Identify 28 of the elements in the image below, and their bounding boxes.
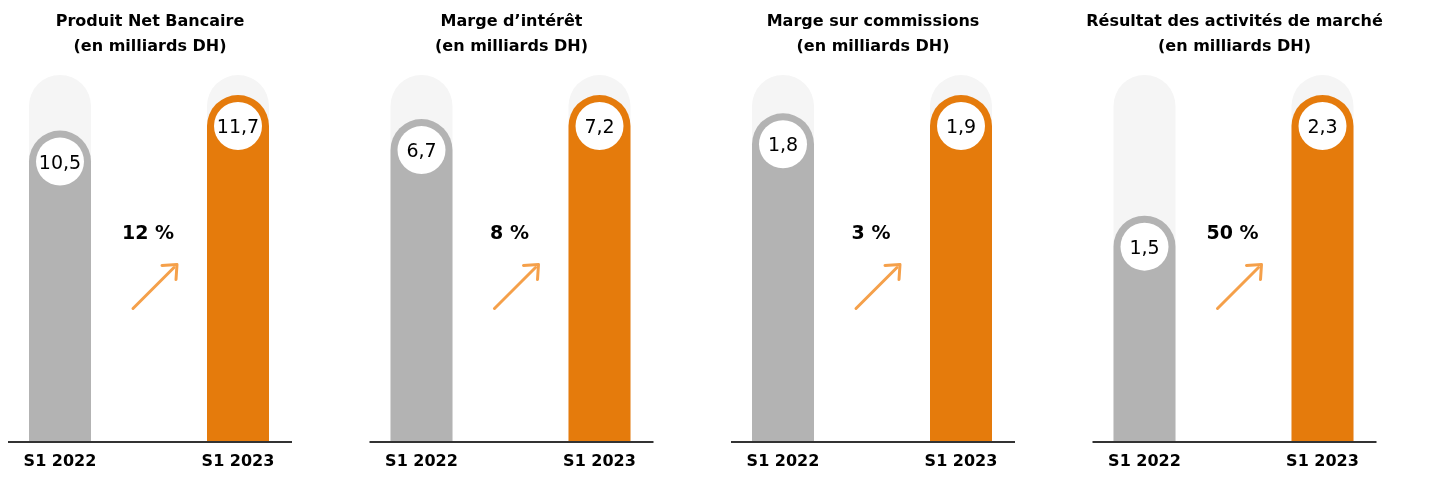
- chart-subtitle: (en milliards DH): [1158, 36, 1311, 55]
- x-tick-label: S1 2023: [201, 451, 275, 470]
- x-tick-label: S1 2023: [1286, 451, 1359, 470]
- data-label: 1,5: [1129, 235, 1160, 258]
- data-label: 10,5: [38, 150, 82, 173]
- x-tick-label: S1 2022: [23, 451, 97, 470]
- x-tick-label: S1 2022: [746, 451, 820, 470]
- chart-title: Produit Net Bancaire: [55, 11, 245, 30]
- chart-subtitle: (en milliards DH): [435, 36, 588, 55]
- x-tick-label: S1 2023: [924, 451, 998, 470]
- data-label: 1,9: [945, 115, 977, 137]
- annotation: 50 %: [1206, 220, 1259, 243]
- annotation: 8 %: [490, 220, 529, 243]
- chart-title: Marge d’intérêt: [440, 11, 583, 30]
- data-label: 7,2: [584, 115, 615, 137]
- x-tick-label: S1 2022: [385, 451, 458, 470]
- data-label: 6,7: [406, 139, 437, 162]
- chart-title: Marge sur commissions: [766, 11, 980, 30]
- data-label: 2,3: [1307, 115, 1338, 137]
- chart-title: Résultat des activités de marché: [1086, 11, 1383, 30]
- x-tick-label: S1 2022: [1108, 451, 1181, 470]
- chart-subtitle: (en milliards DH): [796, 36, 950, 55]
- chart-subtitle: (en milliards DH): [73, 36, 227, 55]
- data-label: 11,7: [216, 115, 260, 137]
- annotation: 12 %: [121, 220, 175, 243]
- data-label: 1,8: [767, 133, 799, 156]
- annotation: 3 %: [851, 220, 891, 243]
- x-tick-label: S1 2023: [563, 451, 636, 470]
